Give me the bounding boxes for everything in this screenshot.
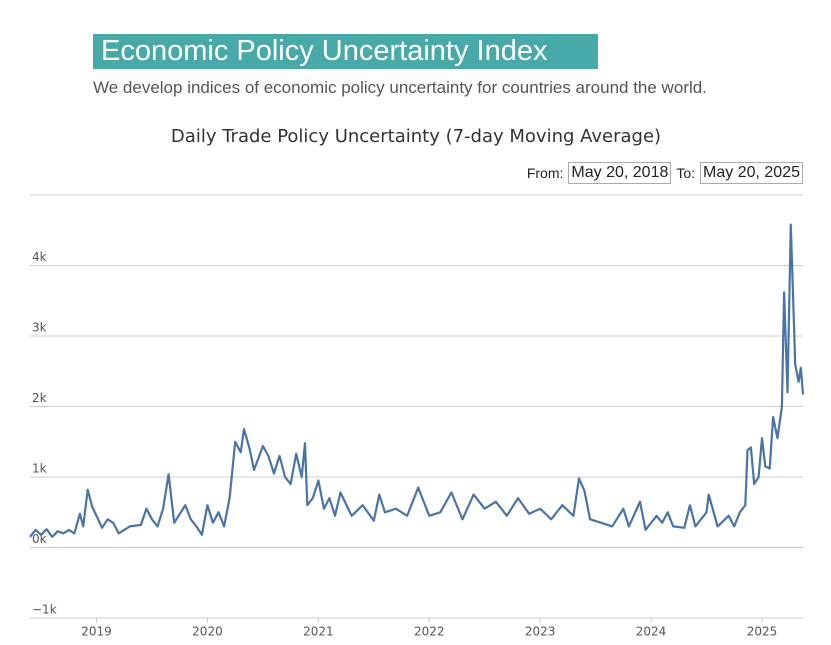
y-tick-label: 4k [32,250,47,264]
y-tick-label: 3k [32,321,47,335]
x-tick-label: 2020 [192,625,223,639]
y-tick-label: 1k [32,462,47,476]
x-tick-label: 2021 [303,625,334,639]
y-tick-label: 0k [32,532,47,546]
x-tick-label: 2022 [414,625,445,639]
subtitle: We develop indices of economic policy un… [93,78,707,97]
x-tick-label: 2025 [747,625,778,639]
page-title: Economic Policy Uncertainty Index [93,34,598,69]
data-line [29,223,805,539]
from-label: From: [526,165,564,181]
to-input[interactable]: May 20, 2025 [700,162,803,184]
chart-title: Daily Trade Policy Uncertainty (7-day Mo… [171,126,661,147]
to-label: To: [676,165,696,181]
x-tick-label: 2023 [525,625,556,639]
x-tick-label: 2019 [81,625,112,639]
y-tick-label: −1k [32,603,57,617]
from-input[interactable]: May 20, 2018 [568,162,672,184]
y-tick-label: 2k [32,391,47,405]
date-range: From: May 20, 2018 To: May 20, 2025 [527,162,803,184]
x-tick-label: 2024 [636,625,667,639]
